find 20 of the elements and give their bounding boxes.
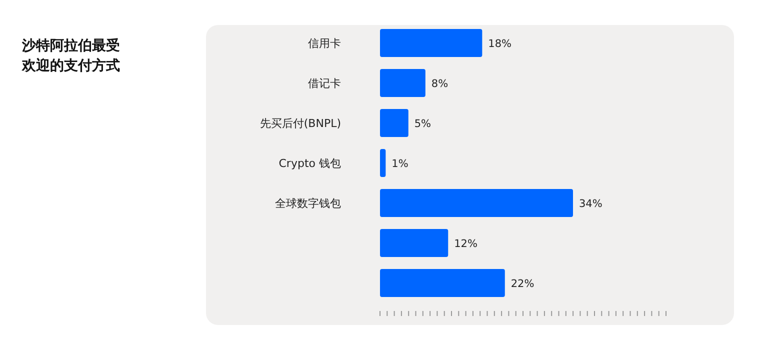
data-label: 5%	[414, 118, 432, 130]
y-tick-label: 信用卡	[308, 37, 341, 50]
bar	[380, 189, 573, 217]
y-tick-label: Crypto 钱包	[278, 157, 341, 170]
data-label: 34%	[579, 198, 602, 210]
data-label: 1%	[392, 158, 408, 170]
bar	[380, 69, 426, 97]
text: 沙特阿拉伯最受欢迎的支付方式	[21, 38, 120, 74]
bar	[380, 229, 448, 257]
y-tick-label: 全球数字钱包	[275, 197, 341, 210]
data-label: 22%	[510, 278, 534, 290]
bar	[380, 269, 505, 297]
bar	[380, 109, 408, 137]
data-label: 12%	[454, 238, 478, 250]
y-tick-label: 先买后付(BNPL)	[260, 117, 341, 130]
y-tick-label: 借记卡	[308, 77, 341, 90]
data-label: 8%	[431, 78, 448, 90]
bar	[380, 29, 482, 57]
data-label: 18%	[488, 38, 512, 50]
bar	[380, 149, 386, 177]
